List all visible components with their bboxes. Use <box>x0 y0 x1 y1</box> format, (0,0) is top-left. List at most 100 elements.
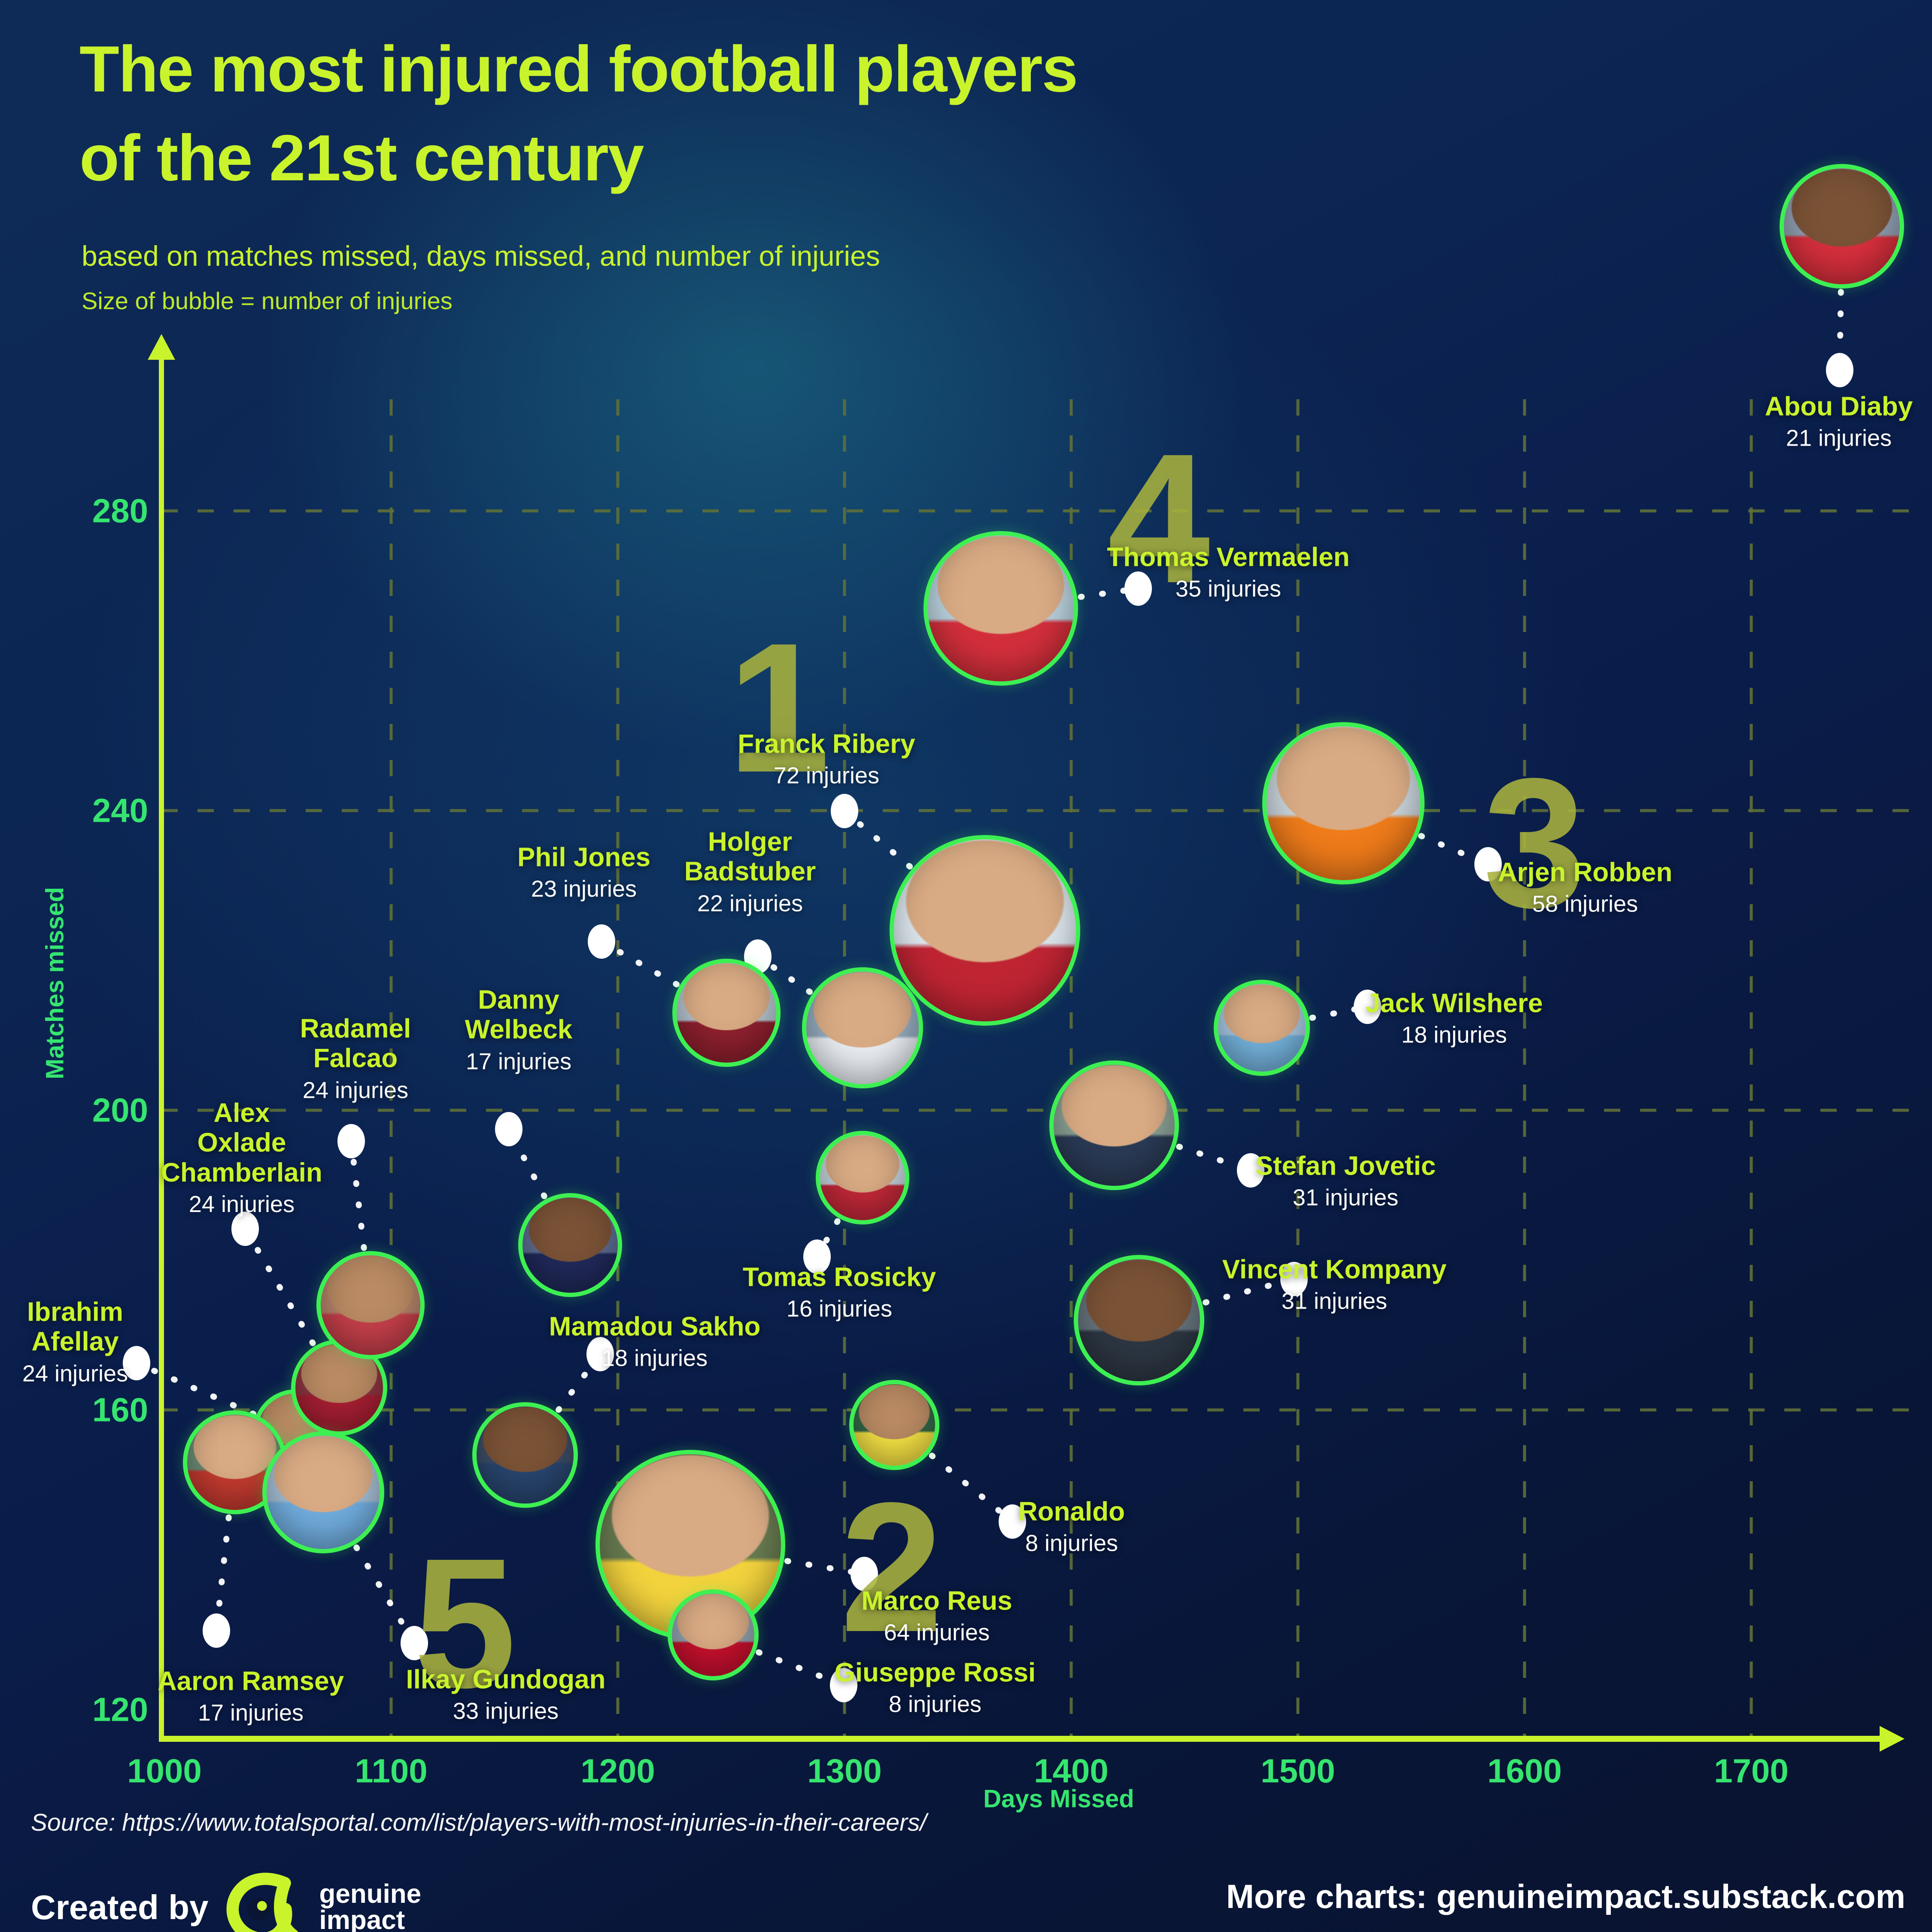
rank-numeral-5: 5 <box>413 1520 516 1726</box>
player-injury-count: 72 injuries <box>773 762 880 789</box>
created-by-text: Created by <box>31 1888 209 1926</box>
connector-line-ronaldo <box>929 1452 1015 1525</box>
player-label-marco-reus: Marco Reus 64 injuries <box>861 1586 1012 1646</box>
connector-dot-mamadou-sakho <box>586 1337 614 1371</box>
player-injury-count: 35 injuries <box>1175 576 1282 602</box>
player-injury-count: 18 injuries <box>1401 1022 1507 1048</box>
brand-name: genuine impact <box>319 1881 421 1932</box>
player-name: Ibrahim Afellay <box>27 1297 123 1357</box>
connector-line-ilkay-gundogan <box>353 1544 417 1646</box>
player-injury-count: 31 injuries <box>1281 1288 1388 1314</box>
x-axis-arrow-icon <box>1880 1726 1905 1752</box>
player-bubble-jack-wilshere <box>1213 980 1310 1076</box>
connector-line-giuseppe-rossi <box>756 1649 847 1688</box>
player-label-radamel-falcao: Radamel Falcao 24 injuries <box>300 1014 411 1104</box>
player-label-arjen-robben: Arjen Robben 58 injuries <box>1498 857 1672 917</box>
connector-dot-marco-reus <box>851 1557 878 1591</box>
rank-numeral-3: 3 <box>1483 740 1586 946</box>
player-name: Marco Reus <box>861 1586 1012 1616</box>
player-bubble-thomas-vermaelen <box>923 531 1078 686</box>
player-label-ilkay-gundogan: Ilkay Gundogan 33 injuries <box>406 1665 605 1724</box>
player-injury-count: 21 injuries <box>1786 425 1892 451</box>
footer-brand: Created by genuine impact <box>31 1867 421 1932</box>
player-injury-count: 23 injuries <box>531 876 637 902</box>
player-name: Arjen Robben <box>1498 857 1673 887</box>
player-label-tomas-rosicky: Tomas Rosicky 16 injuries <box>743 1262 936 1322</box>
player-name: Franck Ribery <box>738 729 915 759</box>
player-injury-count: 18 injuries <box>601 1345 708 1371</box>
connector-dot-thomas-vermaelen <box>1124 571 1152 606</box>
y-tick-240: 240 <box>92 791 148 829</box>
connector-line-phil-jones <box>598 939 680 987</box>
player-bubble-arjen-robben <box>1262 722 1425 884</box>
player-label-vincent-kompany: Vincent Kompany 31 injuries <box>1222 1255 1447 1314</box>
player-label-giuseppe-rossi: Giuseppe Rossi 8 injuries <box>835 1658 1036 1717</box>
player-name: Ilkay Gundogan <box>406 1665 606 1695</box>
x-tick-1700: 1700 <box>1714 1752 1789 1790</box>
x-tick-1400: 1400 <box>1034 1752 1109 1790</box>
rank-numeral-1: 1 <box>727 605 830 811</box>
player-name: Tomas Rosicky <box>742 1262 936 1292</box>
player-name: Ronaldo <box>1018 1497 1125 1527</box>
brand-line-1: genuine <box>319 1879 422 1909</box>
player-bubble-mamadou-sakho <box>472 1402 578 1508</box>
player-name: Alex Oxlade Chamberlain <box>161 1098 322 1188</box>
player-bubble-vincent-kompany <box>1074 1255 1205 1385</box>
player-label-danny-welbeck: Danny Welbeck 17 injuries <box>465 985 572 1075</box>
player-label-mamadou-sakho: Mamadou Sakho 18 injuries <box>549 1312 761 1371</box>
more-charts-link: More charts: genuineimpact.substack.com <box>1226 1877 1905 1915</box>
x-axis-label: Days Missed <box>983 1785 1134 1813</box>
player-name: Thomas Vermaelen <box>1107 542 1350 572</box>
x-tick-1600: 1600 <box>1487 1752 1562 1790</box>
player-name: Vincent Kompany <box>1222 1255 1447 1285</box>
player-bubble-stefan-jovetic <box>1049 1060 1179 1190</box>
y-axis-label: Matches missed <box>41 887 69 1080</box>
player-name: Phil Jones <box>517 842 651 872</box>
connector-dot-phil-jones <box>588 924 615 959</box>
brand-line-2: impact <box>319 1905 405 1932</box>
player-bubble-ronaldo <box>849 1379 940 1470</box>
player-name: Mamadou Sakho <box>549 1312 761 1342</box>
connector-dot-aaron-ramsey <box>203 1613 230 1648</box>
player-injury-count: 64 injuries <box>884 1619 990 1646</box>
connector-line-tomas-rosicky <box>814 1218 841 1260</box>
player-bubble-abou-diaby <box>1780 164 1905 289</box>
connector-dot-vincent-kompany <box>1280 1262 1308 1296</box>
player-injury-count: 24 injuries <box>188 1191 295 1218</box>
y-tick-200: 200 <box>92 1091 148 1129</box>
x-tick-1100: 1100 <box>355 1752 428 1790</box>
player-injury-count: 16 injuries <box>786 1296 893 1322</box>
player-label-stefan-jovetic: Stefan Jovetic 31 injuries <box>1255 1151 1436 1211</box>
connector-dot-tomas-rosicky <box>803 1239 831 1274</box>
player-injury-count: 33 injuries <box>453 1698 559 1724</box>
title-line-1: The most injured football players <box>79 33 1078 106</box>
player-label-abou-diaby: Abou Diaby 21 injuries <box>1765 392 1913 451</box>
player-name: Radamel Falcao <box>300 1014 411 1073</box>
player-bubble-aaron-ramsey <box>182 1410 287 1515</box>
connector-dot-alex-oxlade-chamberlain <box>231 1212 259 1246</box>
player-bubble-danny-welbeck <box>518 1193 623 1297</box>
subtitle: based on matches missed, days missed, an… <box>82 240 880 272</box>
y-tick-160: 160 <box>92 1391 148 1429</box>
rank-numeral-2: 2 <box>840 1464 943 1671</box>
connector-dot-abou-diaby <box>1826 353 1853 387</box>
player-bubble-radamel-falcao <box>316 1251 425 1359</box>
player-label-jack-wilshere: Jack Wilshere 18 injuries <box>1365 988 1543 1048</box>
connector-line-radamel-falcao <box>348 1138 367 1251</box>
title-line-2: of the 21st century <box>79 121 644 194</box>
player-injury-count: 8 injuries <box>888 1691 982 1717</box>
page-title: The most injured football players of the … <box>79 25 1078 202</box>
player-injury-count: 8 injuries <box>1025 1530 1118 1556</box>
player-name: Giuseppe Rossi <box>834 1658 1036 1688</box>
y-tick-120: 120 <box>92 1690 148 1728</box>
player-injury-count: 24 injuries <box>302 1077 409 1103</box>
x-tick-1000: 1000 <box>127 1752 202 1790</box>
player-label-alex-oxlade-chamberlain: Alex Oxlade Chamberlain 24 injuries <box>161 1098 322 1218</box>
genuine-impact-logo-icon <box>223 1867 304 1932</box>
player-label-thomas-vermaelen: Thomas Vermaelen 35 injuries <box>1107 542 1349 602</box>
player-label-ronaldo: Ronaldo 8 injuries <box>1018 1497 1125 1556</box>
y-tick-280: 280 <box>92 492 148 530</box>
source-citation: Source: https://www.totalsportal.com/lis… <box>31 1809 927 1836</box>
connector-dot-jack-wilshere <box>1354 990 1381 1024</box>
